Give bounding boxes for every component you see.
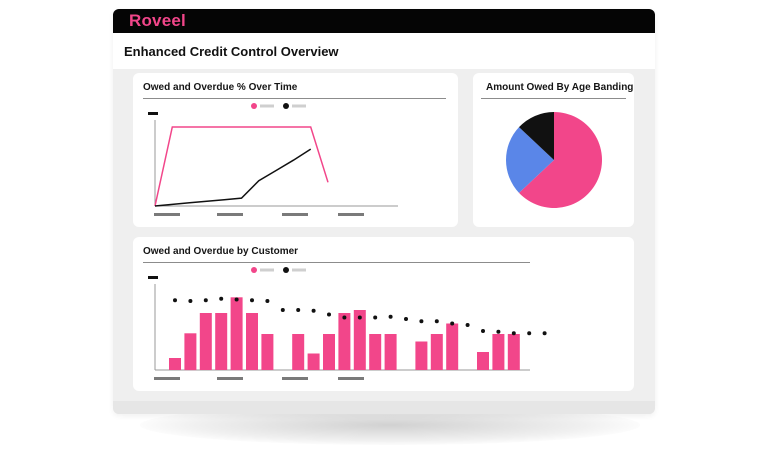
scatter-point	[327, 312, 331, 317]
scatter-point	[481, 329, 485, 333]
top-bar: Roveel	[113, 9, 655, 33]
scatter-point	[280, 308, 285, 312]
bar	[292, 334, 305, 370]
x-tick-label-placeholder	[154, 213, 180, 216]
card-title-by-customer: Owed and Overdue by Customer	[143, 246, 299, 257]
bar	[323, 334, 335, 370]
scatter-point	[311, 308, 316, 313]
title-bar: Enhanced Credit Control Overview	[113, 33, 655, 69]
legend-marker	[283, 103, 289, 109]
bar	[169, 358, 181, 370]
y-axis-label-placeholder	[148, 112, 158, 115]
scatter-point	[296, 308, 301, 312]
bar	[492, 334, 505, 370]
bar	[353, 310, 366, 370]
bar	[477, 352, 489, 370]
bar	[184, 333, 197, 371]
x-tick-label-placeholder	[282, 213, 308, 216]
x-tick-label-placeholder	[217, 377, 243, 380]
scatter-point	[265, 299, 270, 303]
scatter-point	[203, 298, 208, 303]
title-divider	[481, 98, 626, 99]
legend-marker	[251, 267, 257, 273]
bar	[446, 323, 459, 370]
bar-chart	[148, 267, 547, 380]
logo[interactable]: Roveel	[129, 11, 186, 30]
x-tick-label-placeholder	[217, 213, 243, 216]
legend-label-placeholder	[292, 104, 306, 108]
line-series-2	[154, 148, 312, 207]
legend-marker	[251, 103, 257, 109]
bar	[199, 313, 212, 370]
legend-label-placeholder	[260, 104, 274, 108]
title-divider	[143, 98, 446, 99]
bar	[307, 353, 320, 370]
card-age-banding: Amount Owed By Age Banding	[473, 73, 634, 227]
dashboard-window: Roveel Enhanced Credit Control Overview …	[113, 9, 655, 414]
legend-label-placeholder	[260, 268, 274, 272]
page-title: Enhanced Credit Control Overview	[124, 44, 339, 59]
pie-slice-2	[505, 127, 554, 193]
scatter-point	[511, 331, 516, 336]
x-tick-label-placeholder	[338, 213, 364, 216]
bar	[507, 334, 520, 370]
y-axis-label-placeholder	[148, 276, 158, 279]
bar	[215, 313, 228, 370]
scatter-point	[404, 317, 408, 321]
scatter-point	[388, 314, 393, 319]
card-title-age-banding: Amount Owed By Age Banding	[486, 82, 634, 93]
x-tick-label-placeholder	[338, 377, 364, 380]
pie-chart	[505, 112, 602, 209]
scatter-point	[250, 298, 254, 303]
line-chart	[148, 103, 398, 216]
legend-label-placeholder	[292, 268, 306, 272]
x-tick-label-placeholder	[154, 377, 180, 380]
pie-slice-3	[519, 112, 554, 160]
card-over-time: Owed and Overdue % Over Time	[133, 73, 458, 227]
bar	[261, 334, 274, 370]
bar	[246, 313, 258, 370]
scatter-point	[173, 298, 177, 303]
card-title-over-time: Owed and Overdue % Over Time	[143, 82, 298, 93]
bar	[338, 313, 351, 370]
scatter-point	[434, 319, 439, 324]
scatter-point	[373, 315, 378, 320]
scatter-point	[188, 299, 193, 303]
scatter-point	[527, 331, 532, 336]
bar	[415, 341, 428, 370]
bar	[230, 297, 243, 371]
title-divider	[143, 262, 530, 263]
bar	[369, 334, 382, 370]
line-series-1	[154, 126, 329, 207]
scatter-point	[234, 297, 239, 302]
window-footer	[113, 401, 655, 414]
legend-marker	[283, 267, 289, 273]
scatter-point	[542, 331, 547, 336]
scatter-point	[419, 319, 424, 324]
card-by-customer: Owed and Overdue by Customer	[133, 237, 634, 391]
scatter-point	[450, 321, 455, 326]
bar	[430, 334, 443, 370]
pie-slice-1	[519, 112, 602, 209]
bar	[384, 334, 397, 370]
scatter-point	[465, 323, 470, 327]
scatter-point	[342, 315, 347, 320]
scatter-point	[357, 315, 362, 320]
x-tick-label-placeholder	[282, 377, 308, 380]
scatter-point	[219, 296, 224, 301]
scatter-point	[496, 329, 501, 334]
